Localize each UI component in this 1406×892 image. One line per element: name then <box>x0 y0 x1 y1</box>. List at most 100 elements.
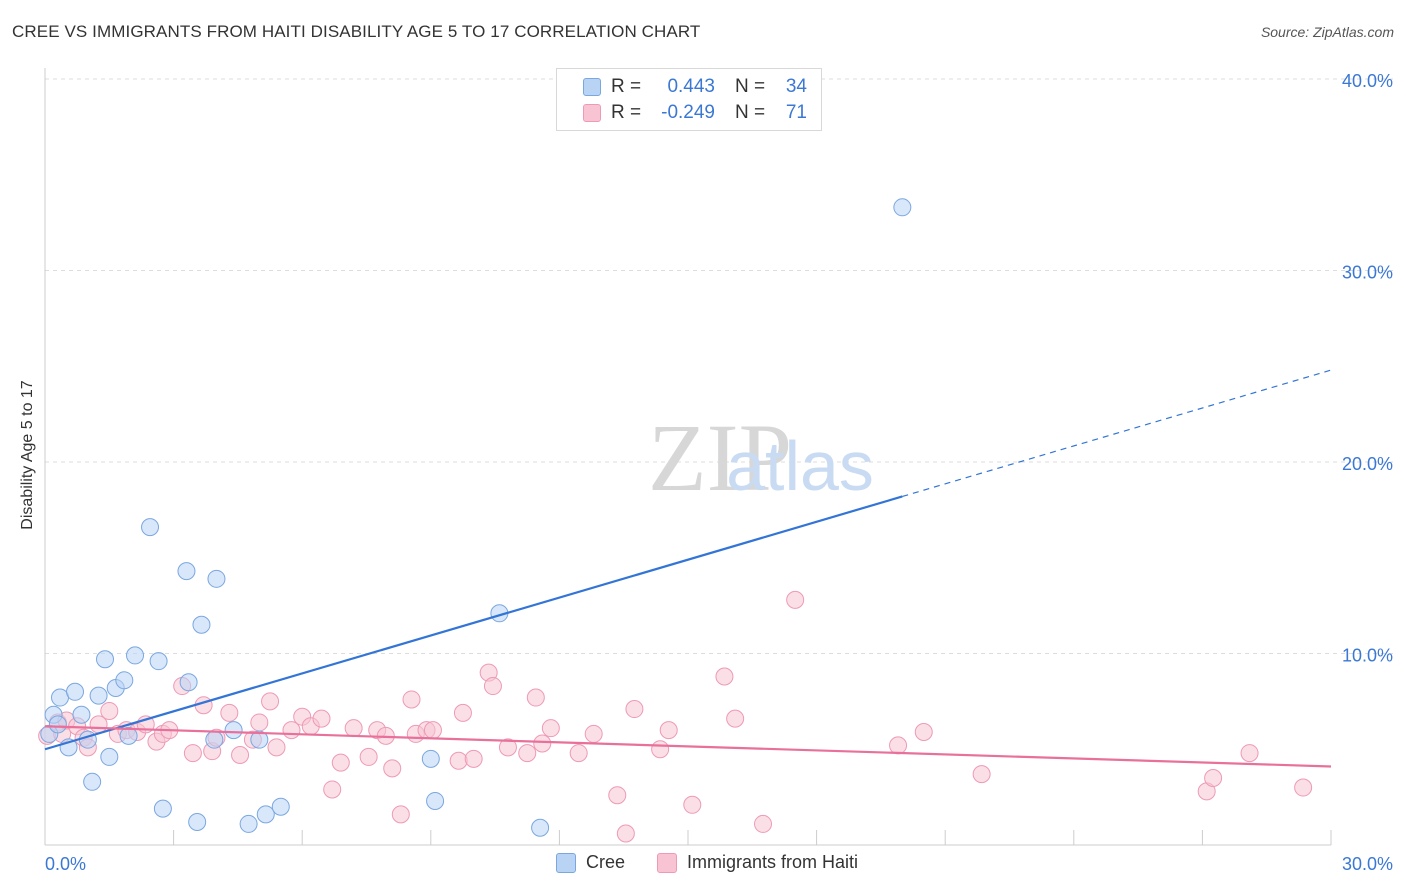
haiti-swatch <box>657 852 678 873</box>
r-value: -0.249 <box>661 102 715 123</box>
haiti-point <box>449 751 468 770</box>
cree-point <box>256 805 275 824</box>
n-value: 34 <box>785 76 807 97</box>
haiti-point <box>1240 744 1259 763</box>
haiti-swatch <box>583 104 601 122</box>
x-tick-label: 0.0% <box>45 854 86 874</box>
cree-point <box>205 730 224 749</box>
haiti-point <box>464 749 483 768</box>
haiti-point <box>616 824 635 843</box>
haiti-point <box>584 724 603 743</box>
haiti-point <box>220 703 239 722</box>
haiti-point <box>533 734 552 753</box>
n-value: 71 <box>785 102 807 123</box>
cree-point <box>177 562 196 581</box>
haiti-point <box>402 690 421 709</box>
haiti-point <box>608 786 627 805</box>
cree-point <box>179 673 198 692</box>
y-tick-label: 30.0% <box>1342 263 1393 283</box>
y-tick-label: 20.0% <box>1342 454 1393 474</box>
cree-point <box>72 705 91 724</box>
cree-swatch <box>556 852 576 873</box>
haiti-point <box>518 744 537 763</box>
haiti-point <box>972 765 991 784</box>
cree-point <box>531 818 550 837</box>
cree-point <box>224 721 243 740</box>
cree-point <box>89 686 108 705</box>
haiti-point <box>359 747 378 766</box>
cree-point <box>188 813 207 832</box>
haiti-point <box>526 688 545 707</box>
haiti-point <box>1204 768 1223 787</box>
haiti-point <box>312 709 331 728</box>
haiti-point <box>569 744 588 763</box>
cree-point <box>115 671 134 690</box>
haiti-trend-line <box>44 725 1332 768</box>
chart-title: CREE VS IMMIGRANTS FROM HAITI DISABILITY… <box>12 22 701 41</box>
cree-trend-line <box>44 495 903 751</box>
cree-point <box>100 747 119 766</box>
haiti-point <box>754 814 773 833</box>
legend-item-haiti[interactable]: Immigrants from Haiti <box>657 852 858 873</box>
haiti-points <box>38 590 1313 843</box>
haiti-point <box>323 780 342 799</box>
source-credit: Source: ZipAtlas.com <box>1260 24 1394 40</box>
cree-point <box>421 749 440 768</box>
haiti-point <box>483 677 502 696</box>
haiti-point <box>683 795 702 814</box>
haiti-point <box>498 738 517 757</box>
cree-point <box>239 814 258 833</box>
watermark-zip: ZIP <box>648 404 792 511</box>
tick-labels: 10.0% 20.0% 30.0% 40.0% 0.0% 30.0% <box>45 71 1393 874</box>
haiti-point <box>726 709 745 728</box>
series-legend: Cree Immigrants from Haiti <box>556 852 890 873</box>
cree-swatch <box>583 78 601 96</box>
haiti-point <box>659 721 678 740</box>
gridlines <box>45 78 1393 654</box>
haiti-point <box>183 744 202 763</box>
cree-point <box>96 650 115 669</box>
correlation-legend: R = 0.443 N = 34 R = -0.249 N = 71 <box>556 68 822 131</box>
haiti-point <box>391 805 410 824</box>
watermark-atlas: atlas <box>726 427 874 505</box>
cree-points <box>40 198 912 837</box>
cree-trend-extension <box>902 369 1332 498</box>
cree-point <box>66 682 85 701</box>
n-label: N = <box>735 76 766 97</box>
cree-point <box>83 772 102 791</box>
haiti-point <box>914 723 933 742</box>
legend-item-cree[interactable]: Cree <box>556 852 625 873</box>
cree-point <box>126 646 145 665</box>
haiti-point <box>344 719 363 738</box>
cree-point <box>207 569 226 588</box>
haiti-point <box>423 721 442 740</box>
cree-point <box>250 730 269 749</box>
haiti-point <box>625 700 644 719</box>
r-label: R = <box>611 76 642 97</box>
legend-label-cree: Cree <box>586 852 626 872</box>
y-tick-label: 40.0% <box>1342 71 1393 91</box>
cree-point <box>141 518 160 537</box>
r-value: 0.443 <box>667 76 715 97</box>
haiti-point <box>786 590 805 609</box>
cree-point <box>119 726 138 745</box>
x-tick-label: 30.0% <box>1342 854 1393 874</box>
cree-point <box>149 652 168 671</box>
legend-row-cree: R = 0.443 N = 34 <box>583 74 807 100</box>
haiti-point <box>1294 778 1313 797</box>
haiti-point <box>267 738 286 757</box>
haiti-point <box>231 745 250 764</box>
cree-point <box>153 799 172 818</box>
haiti-point <box>250 713 269 732</box>
haiti-point <box>261 692 280 711</box>
legend-row-haiti: R = -0.249 N = 71 <box>583 100 807 126</box>
cree-point <box>893 198 912 217</box>
haiti-point <box>651 740 670 759</box>
haiti-point <box>715 667 734 686</box>
n-label: N = <box>735 102 766 123</box>
haiti-point <box>541 719 560 738</box>
legend-label-haiti: Immigrants from Haiti <box>687 852 859 872</box>
cree-point <box>271 797 290 816</box>
cree-point <box>426 791 445 810</box>
